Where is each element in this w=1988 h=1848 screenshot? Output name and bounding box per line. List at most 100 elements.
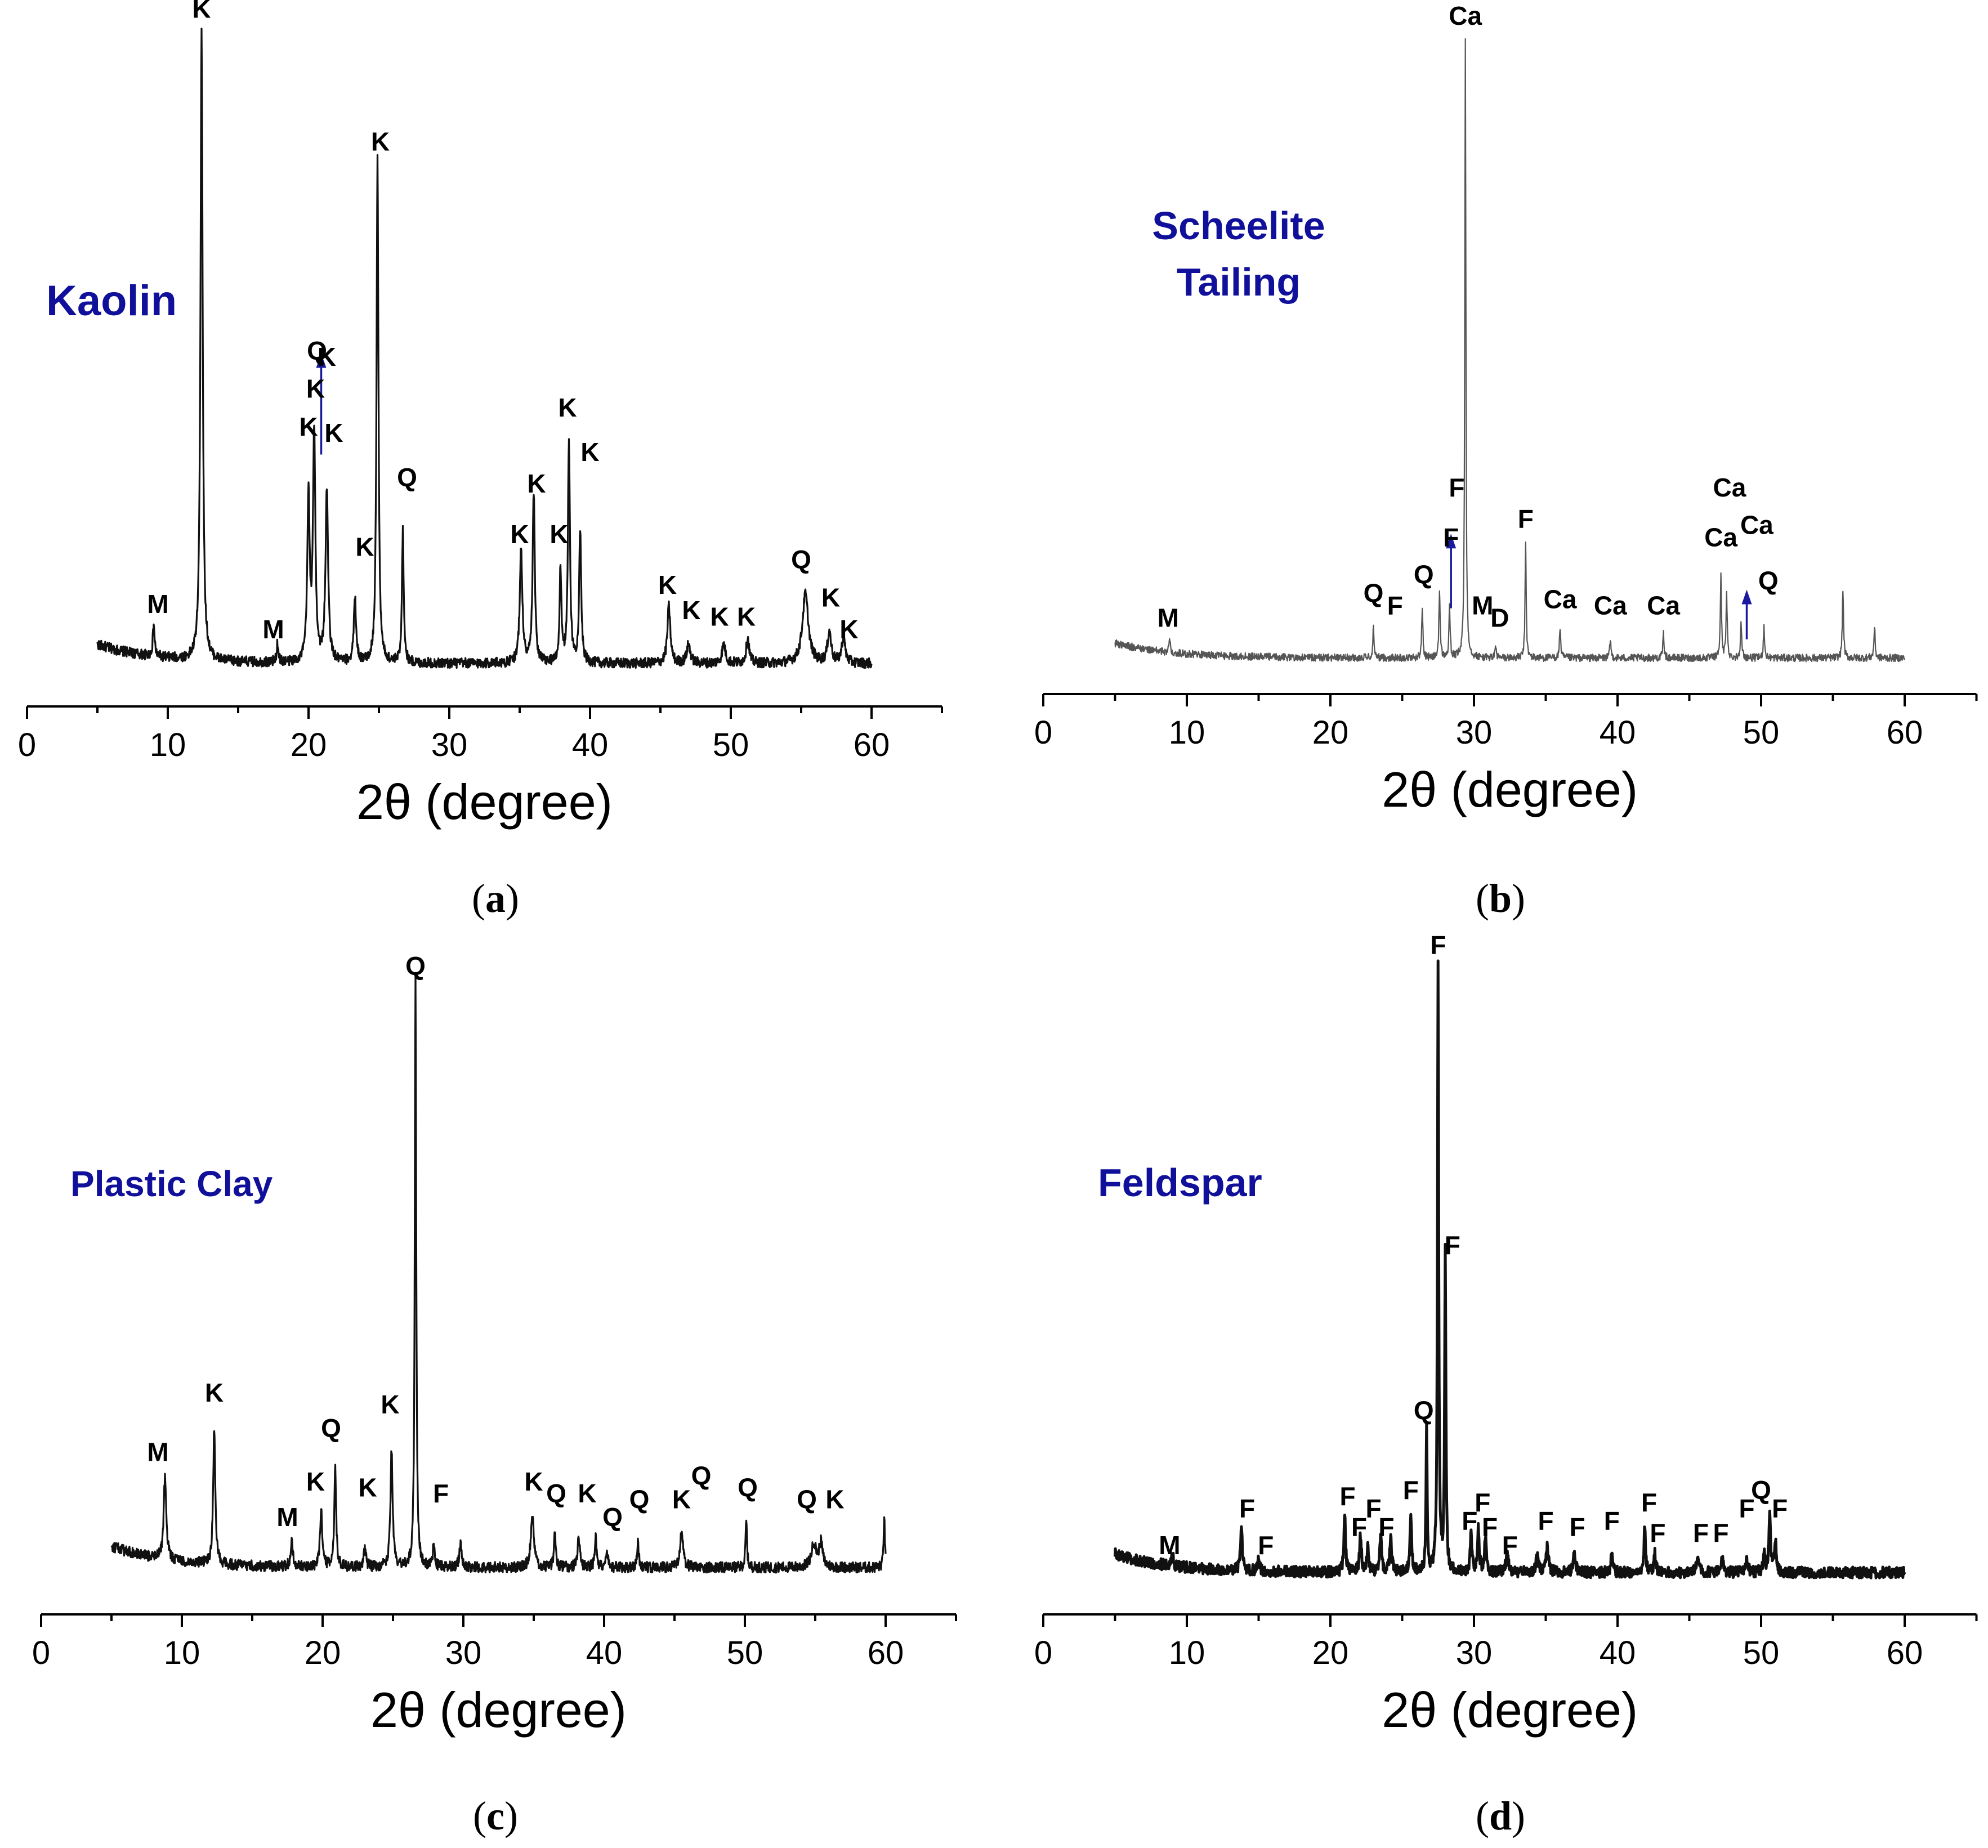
peak-label: F (1739, 1494, 1754, 1523)
peak-label: K (306, 374, 325, 403)
peak-label: F (1443, 522, 1459, 552)
peak-label: M (1158, 603, 1179, 633)
x-tick-label: 20 (1312, 714, 1349, 751)
sample-title-plastic-clay: Plastic Clay (70, 1164, 273, 1204)
peak-label: Q (307, 336, 327, 365)
peak-label: Ca (1449, 1, 1482, 30)
x-tick-label: 40 (1600, 1635, 1636, 1671)
peak-label: F (1650, 1518, 1665, 1547)
peak-label: Q (791, 545, 811, 574)
peak-label: Q (397, 463, 417, 492)
x-tick-label: 20 (1312, 1635, 1349, 1671)
x-tick-label: 60 (1887, 1635, 1923, 1671)
peak-label: D (1490, 603, 1509, 633)
peak-label: K (306, 1467, 325, 1496)
peak-label: K (821, 583, 840, 612)
peak-label: F (1258, 1531, 1274, 1560)
peak-label: K (710, 602, 729, 631)
peak-label: F (1403, 1475, 1419, 1505)
peak-label: Q (1414, 560, 1434, 589)
sample-title-tailing: Tailing (1177, 260, 1301, 304)
peak-label: K (524, 1467, 543, 1496)
peak-label: K (371, 127, 390, 156)
peak-label: F (1772, 1494, 1788, 1523)
peak-label: Q (1751, 1475, 1771, 1505)
x-tick-label: 40 (586, 1635, 623, 1671)
caption-d: (d) (1476, 1793, 1525, 1838)
caption-b: (b) (1476, 876, 1525, 921)
peak-label: K (318, 342, 336, 372)
x-tick-label: 40 (1600, 714, 1636, 751)
x-tick-label: 0 (32, 1635, 50, 1671)
x-tick-label: 50 (727, 1635, 763, 1671)
peak-label: K (381, 1390, 399, 1419)
peak-label: Q (405, 951, 426, 981)
peak-label: Ca (1544, 585, 1577, 614)
peak-label: M (276, 1502, 298, 1532)
x-tick-label: 50 (1743, 714, 1780, 751)
peak-label: Q (1364, 579, 1384, 608)
x-tick-label: 10 (164, 1635, 200, 1671)
peak-label: F (1693, 1518, 1709, 1547)
peak-label: F (1351, 1512, 1367, 1541)
peak-label: F (433, 1479, 449, 1508)
peak-label: K (355, 533, 374, 562)
x-tick-label: 50 (713, 727, 749, 763)
peak-label: Q (1758, 566, 1779, 596)
x-axis-title: 2θ (degree) (1382, 762, 1638, 817)
x-tick-label: 30 (1456, 714, 1493, 751)
peak-label: Q (546, 1479, 566, 1508)
peak-label: Q (738, 1473, 758, 1502)
peak-label: K (578, 1479, 596, 1508)
peak-label: F (1340, 1482, 1356, 1511)
x-tick-label: 0 (18, 727, 36, 763)
annotation-arrow-head (1446, 534, 1457, 549)
panel-c: Plastic Clay (c) 0 10 20 30 40 50 60 2θ (degree… (32, 951, 957, 1838)
x-axis-title: 2θ (degree) (370, 1682, 627, 1738)
peak-label: F (1475, 1488, 1490, 1517)
peak-label: F (1641, 1488, 1657, 1517)
sample-title-feldspar: Feldspar (1098, 1161, 1262, 1205)
x-tick-label: 10 (1169, 1635, 1205, 1671)
panel-b: Scheelite Tailing (b) 0 10 20 30 40 50 60 2θ (d… (1034, 1, 1978, 921)
caption-a: (a) (472, 876, 519, 921)
x-tick-label: 60 (868, 1635, 904, 1671)
peak-label: M (1159, 1531, 1180, 1560)
peak-label: K (682, 596, 700, 625)
peak-label: M (147, 1437, 168, 1466)
diffraction-trace (110, 972, 887, 1574)
peak-label: Ca (1740, 510, 1773, 539)
peak-label: K (558, 393, 577, 422)
peak-label: K (358, 1473, 377, 1502)
peak-label: F (1445, 1230, 1460, 1260)
peak-label: K (550, 520, 568, 549)
peak-label: Ca (1647, 591, 1680, 620)
peak-label: K (658, 570, 677, 599)
x-tick-label: 40 (572, 727, 609, 763)
peak-label: F (1604, 1506, 1620, 1535)
peak-label: K (527, 469, 546, 498)
peak-label: K (580, 437, 599, 467)
peak-label: K (510, 520, 529, 549)
x-tick-label: 30 (1456, 1635, 1493, 1671)
x-tick-label: 0 (1034, 1635, 1052, 1671)
x-tick-label: 60 (1887, 714, 1923, 751)
peak-label: M (1472, 591, 1493, 620)
x-tick-label: 10 (1169, 714, 1205, 751)
sample-title-kaolin: Kaolin (46, 277, 177, 325)
annotation-arrow-head (316, 353, 327, 368)
x-axis-title: 2θ (degree) (356, 774, 613, 830)
peak-label: Ca (1594, 591, 1627, 620)
peak-label: K (205, 1378, 224, 1407)
x-tick-label: 30 (431, 727, 468, 763)
peak-label: F (1502, 1531, 1518, 1560)
x-tick-label: 60 (854, 727, 890, 763)
sample-title-scheelite: Scheelite (1152, 204, 1325, 248)
peak-label: K (324, 418, 343, 448)
x-tick-label: 20 (305, 1635, 341, 1671)
peak-label: Ca (1704, 522, 1737, 552)
x-tick-label: 0 (1034, 714, 1052, 751)
